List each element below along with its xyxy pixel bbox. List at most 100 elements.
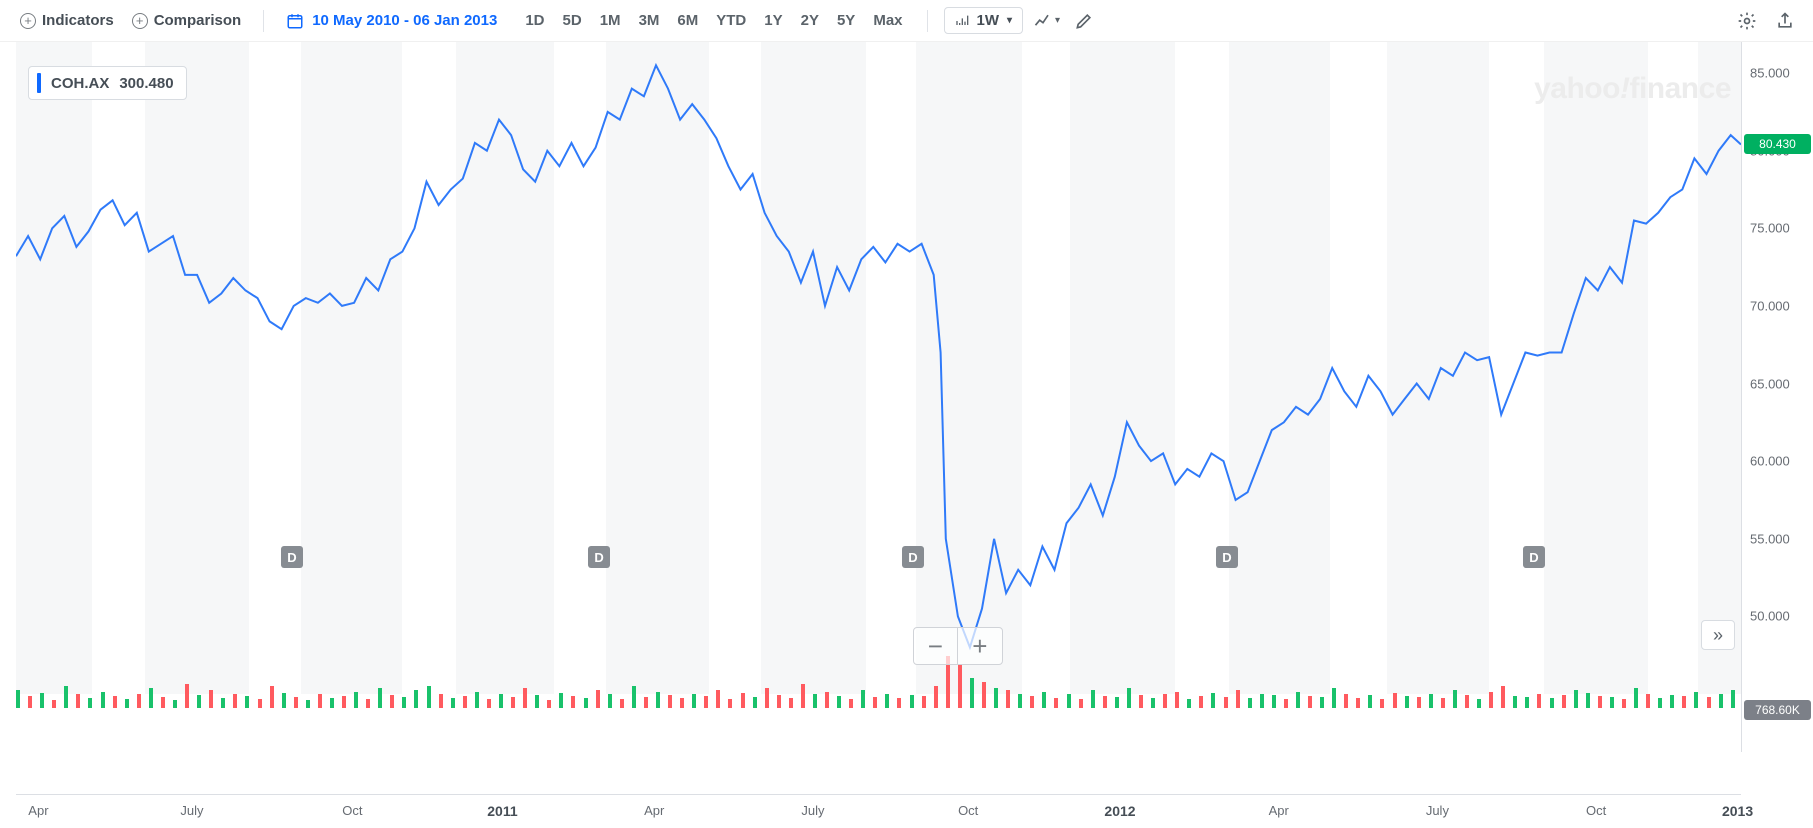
range-max[interactable]: Max: [865, 8, 910, 33]
volume-bar: [1525, 697, 1529, 708]
volume-bar: [1477, 699, 1481, 708]
volume-bar: [1465, 695, 1469, 708]
chart-area: yahoo!finance COH.AX 300.480 − + » DDDDD…: [0, 42, 1813, 828]
draw-button[interactable]: [1070, 7, 1098, 35]
range-2y[interactable]: 2Y: [793, 8, 827, 33]
date-range-text: 10 May 2010 - 06 Jan 2013: [312, 12, 497, 29]
volume-bar: [861, 690, 865, 708]
volume-bar: [16, 690, 20, 708]
volume-bar: [342, 696, 346, 708]
volume-bar: [318, 694, 322, 708]
volume-bar: [910, 695, 914, 708]
volume-bar: [1211, 693, 1215, 708]
volume-bars: [16, 648, 1741, 708]
indicators-button[interactable]: + Indicators: [14, 8, 120, 33]
volume-bar: [1694, 692, 1698, 708]
x-tick: Oct: [1586, 803, 1606, 818]
volume-bar: [559, 693, 563, 708]
volume-bar: [1030, 696, 1034, 708]
volume-bar: [897, 698, 901, 708]
plus-icon: +: [20, 13, 36, 29]
toolbar-right: [1733, 7, 1799, 35]
volume-bar: [1187, 699, 1191, 708]
volume-bar: [982, 682, 986, 708]
share-button[interactable]: [1771, 7, 1799, 35]
dividend-marker[interactable]: D: [588, 546, 610, 568]
volume-bar: [753, 697, 757, 708]
volume-bar: [1646, 694, 1650, 708]
range-3m[interactable]: 3M: [631, 8, 668, 33]
interval-button[interactable]: 1W ▾: [944, 7, 1024, 34]
range-1d[interactable]: 1D: [517, 8, 552, 33]
line-type-button[interactable]: ▾: [1029, 7, 1064, 35]
volume-bar: [1393, 693, 1397, 708]
dividend-marker[interactable]: D: [902, 546, 924, 568]
volume-bar: [28, 696, 32, 708]
x-tick: 2012: [1104, 803, 1135, 819]
x-tick: Oct: [958, 803, 978, 818]
range-5y[interactable]: 5Y: [829, 8, 863, 33]
volume-bar: [1501, 686, 1505, 708]
range-1y[interactable]: 1Y: [756, 8, 790, 33]
separator: [927, 10, 928, 32]
y-axis: 50.00055.00060.00065.00070.00075.00080.0…: [1741, 42, 1813, 752]
dividend-marker[interactable]: D: [281, 546, 303, 568]
volume-tag: 768.60K: [1744, 700, 1811, 720]
volume-bar: [378, 688, 382, 708]
volume-bar: [1368, 695, 1372, 708]
volume-bar: [728, 699, 732, 708]
volume-bar: [1224, 697, 1228, 708]
volume-bar: [1586, 693, 1590, 708]
zoom-in-button[interactable]: +: [958, 628, 1002, 664]
plus-icon: +: [132, 13, 148, 29]
volume-bar: [1332, 688, 1336, 708]
volume-bar: [1127, 688, 1131, 708]
dividend-marker[interactable]: D: [1523, 546, 1545, 568]
y-tick: 85.000: [1750, 66, 1790, 81]
chevron-down-icon: ▾: [1007, 15, 1012, 26]
volume-bar: [354, 692, 358, 708]
volume-bar: [511, 697, 515, 708]
volume-bar: [837, 696, 841, 708]
zoom-out-button[interactable]: −: [914, 628, 958, 664]
volume-bar: [125, 699, 129, 708]
volume-bar: [1537, 694, 1541, 708]
volume-bar: [1380, 699, 1384, 708]
volume-bar: [958, 664, 962, 708]
comparison-button[interactable]: + Comparison: [126, 8, 248, 33]
range-ytd[interactable]: YTD: [708, 8, 754, 33]
range-5d[interactable]: 5D: [555, 8, 590, 33]
volume-bar: [849, 699, 853, 708]
dividend-marker[interactable]: D: [1216, 546, 1238, 568]
volume-bar: [161, 697, 165, 708]
volume-bar: [1574, 690, 1578, 708]
volume-bar: [487, 699, 491, 708]
range-1m[interactable]: 1M: [592, 8, 629, 33]
volume-bar: [209, 690, 213, 708]
volume-bar: [1598, 696, 1602, 708]
settings-button[interactable]: [1733, 7, 1761, 35]
range-6m[interactable]: 6M: [669, 8, 706, 33]
volume-bar: [1658, 698, 1662, 708]
volume-bar: [1139, 695, 1143, 708]
volume-bar: [994, 688, 998, 708]
volume-bar: [245, 696, 249, 708]
volume-bar: [330, 698, 334, 708]
volume-bar: [789, 698, 793, 708]
volume-bar: [547, 700, 551, 708]
x-tick: 2011: [487, 803, 517, 819]
pencil-icon: [1074, 11, 1094, 31]
interval-icon: [955, 13, 971, 29]
volume-bar: [113, 696, 117, 708]
volume-bar: [173, 700, 177, 708]
volume-bar: [680, 698, 684, 708]
date-range-button[interactable]: 10 May 2010 - 06 Jan 2013: [280, 8, 503, 34]
plot-area[interactable]: yahoo!finance COH.AX 300.480 − + » DDDDD: [16, 42, 1741, 752]
expand-button[interactable]: »: [1701, 620, 1735, 650]
volume-bar: [499, 694, 503, 708]
volume-bar: [1308, 696, 1312, 708]
line-chart-icon: [1033, 11, 1053, 31]
volume-bar: [1018, 694, 1022, 708]
volume-bar: [1356, 698, 1360, 708]
volume-bar: [1163, 694, 1167, 708]
